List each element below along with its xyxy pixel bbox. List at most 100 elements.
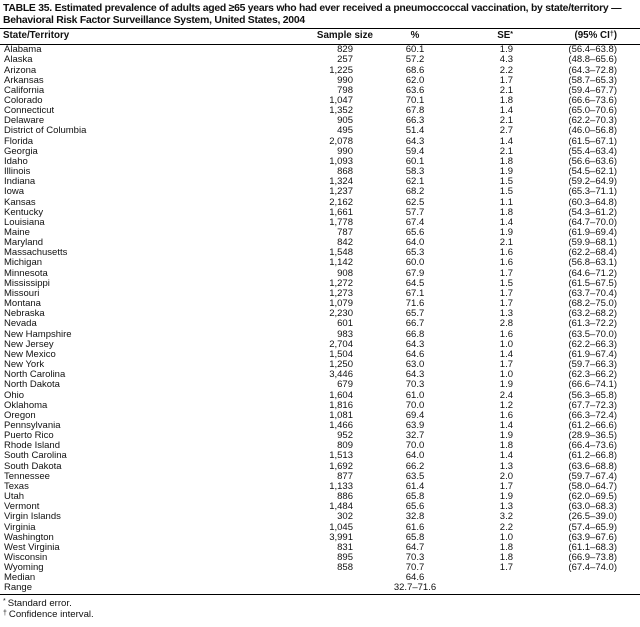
cell-sample-size: 868 xyxy=(337,167,353,178)
cell-ci: (62.3–66.2) xyxy=(568,370,617,381)
table-row: Montana 1,079 71.6 1.7 (68.2–75.0) xyxy=(0,299,640,309)
table-header: State/Territory Sample size % SE* (95% C… xyxy=(0,29,640,46)
cell-percent: 67.4 xyxy=(405,217,425,228)
se-label: SE xyxy=(497,30,511,42)
cell-ci: (63.6–68.8) xyxy=(568,461,617,472)
table-row: Massachusetts 1,548 65.3 1.6 (62.2–68.4) xyxy=(0,248,640,258)
cell-percent: 68.2 xyxy=(405,187,425,198)
cell-sample-size: 1,133 xyxy=(329,481,353,492)
table-row: Louisiana 1,778 67.4 1.4 (64.7–70.0) xyxy=(0,218,640,228)
table-row: Maryland 842 64.0 2.1 (59.9–68.1) xyxy=(0,238,640,248)
table-row: Illinois 868 58.3 1.9 (54.5–62.1) xyxy=(0,167,640,177)
cell-state-territory: Michigan xyxy=(4,258,43,269)
cell-percent: 70.7 xyxy=(405,563,425,574)
footnote-standard-error: * Standard error. xyxy=(3,598,640,610)
table-row: New York 1,250 63.0 1.7 (59.7–66.3) xyxy=(0,360,640,370)
cell-state-territory: Nebraska xyxy=(4,309,45,320)
table-row: Tennessee 877 63.5 2.0 (59.7–67.4) xyxy=(0,472,640,482)
cell-se: 2.4 xyxy=(499,390,513,401)
cell-ci: (66.6–74.1) xyxy=(568,380,617,391)
table-row: Kentucky 1,661 57.7 1.8 (54.3–61.2) xyxy=(0,208,640,218)
table-title: TABLE 35. Estimated prevalence of adults… xyxy=(0,0,640,30)
header-row: State/Territory Sample size % SE* (95% C… xyxy=(0,29,640,46)
table-row: Virginia 1,045 61.6 2.2 (57.4–65.9) xyxy=(0,523,640,533)
cell-state-territory: Connecticut xyxy=(4,106,55,117)
cell-ci: (63.5–70.0) xyxy=(568,329,617,340)
cell-state-territory: Virginia xyxy=(4,522,36,533)
cell-sample-size: 1,816 xyxy=(329,400,353,411)
cell-se: 2.8 xyxy=(499,319,513,330)
cell-percent: 58.3 xyxy=(405,167,425,178)
table-row: New Hampshire 983 66.8 1.6 (63.5–70.0) xyxy=(0,330,640,340)
cell-se: 1.0 xyxy=(499,339,513,350)
cell-percent: 65.8 xyxy=(405,532,425,543)
cell-state-territory: Kansas xyxy=(4,197,36,208)
cell-sample-size: 1,272 xyxy=(329,278,353,289)
cell-se: 1.5 xyxy=(499,278,513,289)
cell-sample-size xyxy=(280,573,373,583)
cell-state-territory: California xyxy=(4,85,45,96)
cell-se: 2.0 xyxy=(499,471,513,482)
cell-ci: (55.4–63.4) xyxy=(568,146,617,157)
cell-sample-size: 895 xyxy=(337,553,353,563)
cell-ci: (62.2–70.3) xyxy=(568,116,617,127)
cell-ci: (54.5–62.1) xyxy=(568,167,617,178)
cell-se: 1.9 xyxy=(499,228,513,238)
cell-se xyxy=(457,573,513,583)
cell-sample-size: 1,484 xyxy=(329,502,353,513)
cell-se: 1.7 xyxy=(499,288,513,299)
cell-se: 1.3 xyxy=(499,502,513,513)
cell-se: 1.9 xyxy=(499,380,513,391)
cell-state-territory: Massachusetts xyxy=(4,248,68,259)
cell-se: 1.0 xyxy=(499,532,513,543)
cell-se: 1.7 xyxy=(499,360,513,371)
cell-percent: 64.7 xyxy=(405,542,425,553)
cell-state-territory: Puerto Rico xyxy=(4,431,54,442)
cell-sample-size: 1,324 xyxy=(329,177,353,188)
cell-ci: (59.9–68.1) xyxy=(568,238,617,249)
cell-sample-size: 3,446 xyxy=(329,370,353,381)
cell-se: 2.2 xyxy=(499,522,513,533)
table-title-line1: TABLE 35. Estimated prevalence of adults… xyxy=(3,3,622,14)
table-row: Nevada 601 66.7 2.8 (61.3–72.2) xyxy=(0,319,640,329)
cell-ci: (61.2–66.6) xyxy=(568,420,617,431)
cell-percent: 65.6 xyxy=(405,502,425,513)
cell-ci: (54.3–61.2) xyxy=(568,207,617,218)
cell-se: 1.3 xyxy=(499,461,513,472)
cell-state-territory: Montana xyxy=(4,299,41,310)
cell-sample-size: 2,162 xyxy=(329,197,353,208)
cell-sample-size: 842 xyxy=(337,238,353,249)
cell-se: 2.7 xyxy=(499,126,513,137)
table-row: Missouri 1,273 67.1 1.7 (63.7–70.4) xyxy=(0,289,640,299)
cell-sample-size: 905 xyxy=(337,116,353,127)
cell-sample-size: 1,093 xyxy=(329,156,353,167)
cell-ci: (59.7–67.4) xyxy=(568,471,617,482)
cell-ci: (66.9–73.8) xyxy=(568,553,617,563)
cell-ci: (59.7–66.3) xyxy=(568,360,617,371)
cell-se: 1.6 xyxy=(499,248,513,259)
cell-percent: 61.4 xyxy=(405,481,425,492)
cell-se: 2.1 xyxy=(499,146,513,157)
table-row: Michigan 1,142 60.0 1.6 (56.8–63.1) xyxy=(0,258,640,268)
cell-state-territory: Louisiana xyxy=(4,217,45,228)
cell-percent: 66.3 xyxy=(405,116,425,127)
table-row: Pennsylvania 1,466 63.9 1.4 (61.2–66.6) xyxy=(0,421,640,431)
cell-ci: (64.3–72.8) xyxy=(568,65,617,76)
cell-se: 1.9 xyxy=(499,44,513,56)
cell-sample-size: 1,548 xyxy=(329,248,353,259)
cell-se: 1.4 xyxy=(499,451,513,462)
cell-sample-size: 1,778 xyxy=(329,217,353,228)
cell-state-territory: Missouri xyxy=(4,288,40,299)
cell-state-territory: Virgin Islands xyxy=(4,512,61,523)
cell-ci: (56.6–63.6) xyxy=(568,156,617,167)
cell-ci: (59.2–64.9) xyxy=(568,177,617,188)
table-row: District of Columbia 495 51.4 2.7 (46.0–… xyxy=(0,126,640,136)
cell-percent: 62.1 xyxy=(405,177,425,188)
cell-percent: 64.0 xyxy=(405,238,425,249)
cell-percent: 60.1 xyxy=(405,44,425,56)
cell-state-territory: Arkansas xyxy=(4,75,44,86)
cell-sample-size xyxy=(280,583,373,594)
cell-percent: 57.2 xyxy=(405,55,425,66)
cell-se: 4.3 xyxy=(499,55,513,66)
